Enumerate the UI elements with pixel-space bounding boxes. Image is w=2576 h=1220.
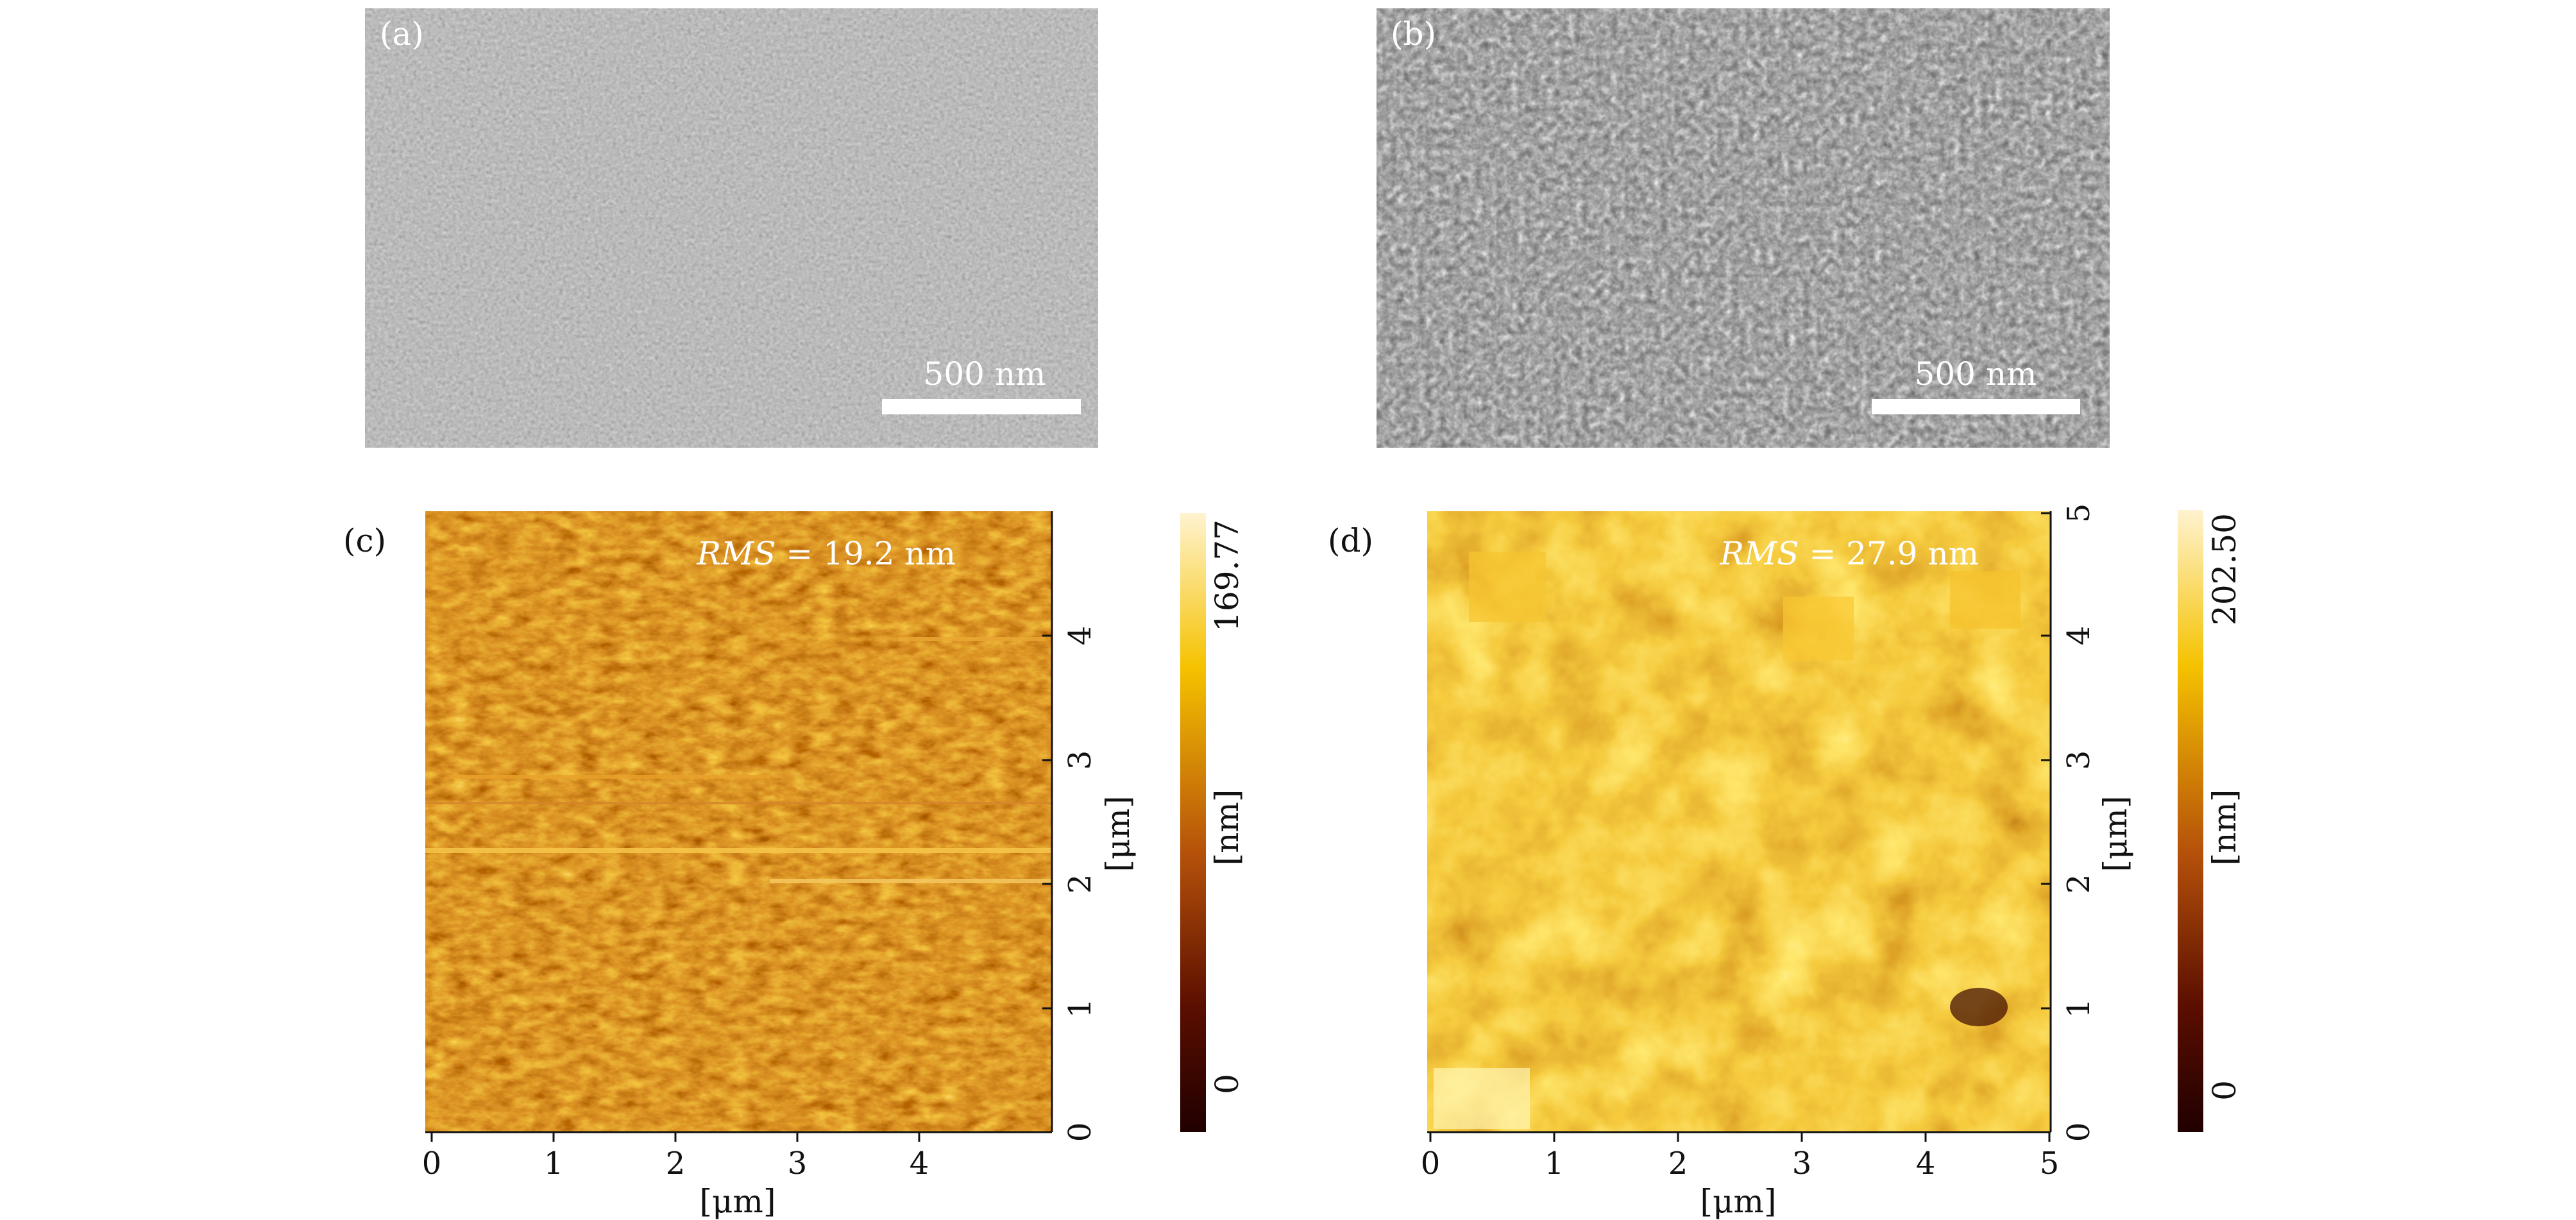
- panel-b-label: (b): [1391, 15, 1436, 53]
- x-tick-label-c-4: 4: [910, 1146, 929, 1182]
- x-tick-label-d-2: 2: [1668, 1146, 1688, 1182]
- x-axis-label-c: [μm]: [700, 1183, 776, 1220]
- colorbar-label-d: [nm]: [2206, 790, 2243, 866]
- colorbar-c: [1180, 513, 1206, 1132]
- colorbar-min-d: 0: [2206, 1080, 2243, 1101]
- panel-d: (d) RMS = 27.9 nm 0 1 2 3 4 5 [μm]: [1328, 504, 2243, 1220]
- panel-d-label: (d): [1328, 522, 1373, 559]
- y-axis-label-d: [μm]: [2097, 796, 2134, 872]
- sem-image-b: [1377, 8, 2110, 448]
- x-tick-label-d-5: 5: [2040, 1146, 2060, 1182]
- colorbar-max-c: 169.77: [1208, 520, 1246, 632]
- colorbar-min-c: 0: [1208, 1074, 1246, 1094]
- x-tick-label-d-1: 1: [1545, 1146, 1564, 1182]
- sem-image-a: [365, 8, 1098, 448]
- y-tick-label-d-0: 0: [2061, 1123, 2097, 1142]
- x-tick-label-d-3: 3: [1792, 1146, 1812, 1182]
- afm-grains-d: [1434, 552, 2021, 1129]
- y-ticks-c: 0 1 2 3 4: [1042, 626, 1098, 1142]
- colorbar-label-c: [nm]: [1208, 790, 1246, 866]
- afm-streaks-c: [425, 637, 1052, 883]
- panel-c: (c) RMS = 19.2 nm 0 1 2 3 4 [μm]: [343, 511, 1246, 1220]
- y-tick-label-d-5: 5: [2061, 504, 2097, 523]
- panel-a-label: (a): [380, 15, 424, 53]
- x-ticks-c: 0 1 2 3 4: [422, 1132, 929, 1182]
- y-tick-label-d-4: 4: [2061, 626, 2097, 646]
- x-tick-label-d-0: 0: [1421, 1146, 1441, 1182]
- colorbar-max-d: 202.50: [2206, 513, 2243, 625]
- x-tick-label-d-4: 4: [1916, 1146, 1936, 1182]
- x-ticks-d: 0 1 2 3 4 5: [1421, 1132, 2060, 1182]
- rms-label-d: RMS = 27.9 nm: [1719, 535, 1979, 572]
- y-tick-label-d-1: 1: [2061, 999, 2097, 1019]
- x-tick-label-c-2: 2: [666, 1146, 686, 1182]
- y-axis-label-c: [μm]: [1099, 796, 1137, 872]
- panel-a: (a) 500 nm: [365, 8, 1098, 448]
- panel-b: (b) 500 nm: [1377, 8, 2110, 448]
- y-tick-label-c-3: 3: [1062, 750, 1098, 770]
- y-tick-label-d-2: 2: [2061, 874, 2097, 894]
- x-tick-label-c-3: 3: [788, 1146, 808, 1182]
- y-tick-label-c-1: 1: [1062, 999, 1098, 1019]
- panel-c-label: (c): [343, 522, 386, 559]
- y-ticks-d: 0 1 2 3 4 5: [2041, 504, 2097, 1142]
- rms-label-c: RMS = 19.2 nm: [696, 535, 956, 572]
- x-tick-label-c-1: 1: [544, 1146, 564, 1182]
- y-tick-label-c-0: 0: [1062, 1123, 1098, 1142]
- x-axis-label-d: [μm]: [1700, 1183, 1777, 1220]
- scale-bar-a: [882, 399, 1081, 414]
- scale-bar-label-a: 500 nm: [924, 355, 1046, 393]
- scale-bar-b: [1872, 399, 2080, 414]
- x-tick-label-c-0: 0: [422, 1146, 442, 1182]
- y-tick-label-c-4: 4: [1062, 626, 1098, 646]
- y-tick-label-c-2: 2: [1062, 874, 1098, 894]
- afm-image-c: [425, 511, 1052, 1132]
- colorbar-d: [2178, 510, 2203, 1132]
- scale-bar-label-b: 500 nm: [1915, 355, 2037, 393]
- y-tick-label-d-3: 3: [2061, 750, 2097, 770]
